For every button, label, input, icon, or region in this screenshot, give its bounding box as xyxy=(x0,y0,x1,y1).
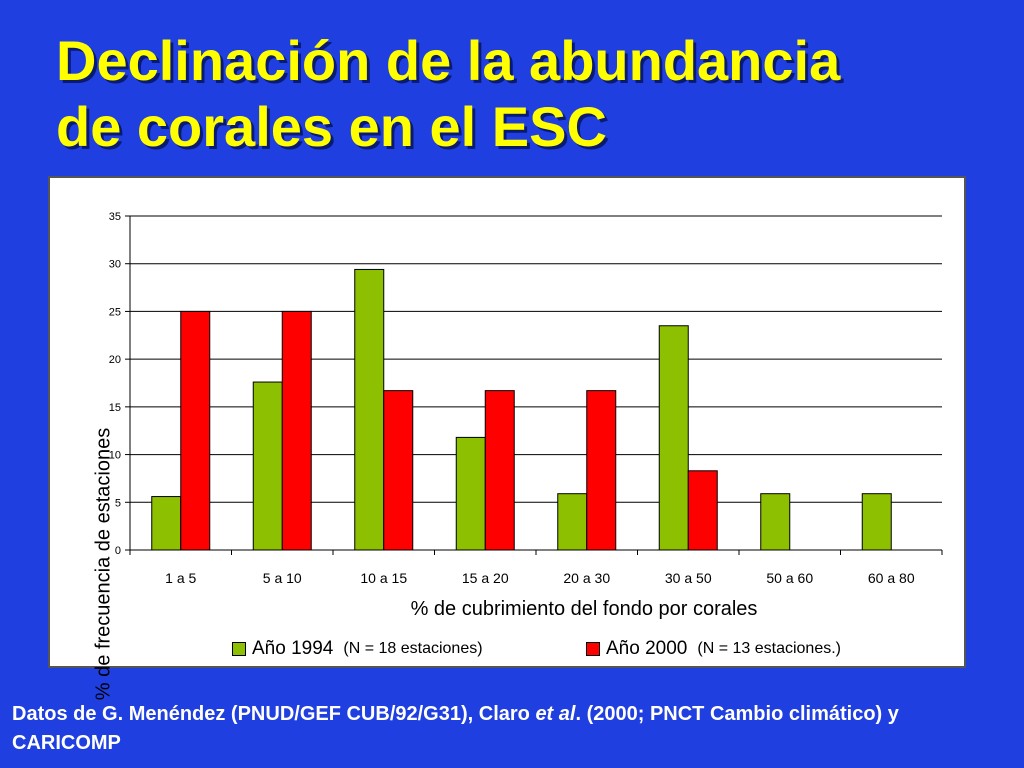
x-tick-label-5: 30 a 50 xyxy=(665,570,712,586)
y-tick-label-30: 30 xyxy=(109,259,121,271)
chart-container: 0 5 10 15 20 25 30 35 1 a 5 5 a 10 10 a 15 15 a 20 2… xyxy=(48,176,966,700)
source-citation-italic: et al xyxy=(535,703,576,725)
x-tick-label-6: 50 a 60 xyxy=(766,570,813,586)
y-tick-label-25: 25 xyxy=(109,306,121,318)
x-axis-label: % de cubrimiento del fondo por corales xyxy=(410,598,758,620)
legend-swatch-1994 xyxy=(232,642,246,656)
x-tick-label-4: 20 a 30 xyxy=(563,570,610,586)
source-citation-part-2: . (2000; PNCT Cambio climático) y CARICO… xyxy=(12,703,899,754)
bar-1994-6 xyxy=(760,493,791,551)
bar-2000-2 xyxy=(383,390,414,551)
x-tick-label-7: 60 a 80 xyxy=(868,570,915,586)
legend-note-2000: (N = 13 estaciones.) xyxy=(697,640,841,657)
y-tick-label-0: 0 xyxy=(115,545,121,557)
chart-legend: Año 1994 (N = 18 estaciones) Año 2000 (N… xyxy=(50,638,964,666)
legend-label-2000: Año 2000 xyxy=(606,638,688,659)
slide-title: Declinación de la abundancia de corales … xyxy=(56,28,996,160)
y-tick-label-35: 35 xyxy=(109,211,121,223)
bar-2000-1 xyxy=(281,310,312,551)
source-citation-part-1: Datos de G. Menéndez (PNUD/GEF CUB/92/G3… xyxy=(12,703,536,725)
x-tick-label-1: 5 a 10 xyxy=(263,570,302,586)
bar-1994-5 xyxy=(658,325,689,551)
legend-item-1994: Año 1994 (N = 18 estaciones) xyxy=(232,638,483,660)
bar-2000-5 xyxy=(687,470,718,551)
bar-1994-0 xyxy=(151,496,182,551)
source-citation: Datos de G. Menéndez (PNUD/GEF CUB/92/G3… xyxy=(12,700,1012,758)
slide-title-line-1: Declinación de la abundancia xyxy=(56,29,841,92)
bar-1994-3 xyxy=(455,436,486,551)
slide-title-line-2: de corales en el ESC xyxy=(56,95,607,158)
legend-swatch-2000 xyxy=(586,642,600,656)
legend-item-2000: Año 2000 (N = 13 estaciones.) xyxy=(586,638,841,660)
bar-1994-2 xyxy=(354,268,385,551)
bar-2000-3 xyxy=(484,390,515,551)
x-tick-label-3: 15 a 20 xyxy=(462,570,509,586)
bar-1994-4 xyxy=(557,493,588,551)
bar-2000-4 xyxy=(586,390,617,551)
y-tick-label-20: 20 xyxy=(109,354,121,366)
legend-label-1994: Año 1994 xyxy=(252,638,334,659)
x-tick-label-2: 10 a 15 xyxy=(360,570,407,586)
bar-chart: 0 5 10 15 20 25 30 35 1 a 5 5 a 10 10 a 15 15 a 20 2… xyxy=(109,211,943,586)
y-tick-label-5: 5 xyxy=(115,497,121,509)
bar-1994-1 xyxy=(252,381,283,551)
bar-1994-7 xyxy=(861,493,892,551)
bar-2000-0 xyxy=(180,310,211,551)
x-tick-label-0: 1 a 5 xyxy=(165,570,196,586)
legend-note-1994: (N = 18 estaciones) xyxy=(343,640,483,657)
y-tick-label-10: 10 xyxy=(109,450,121,462)
y-tick-label-15: 15 xyxy=(109,402,121,414)
